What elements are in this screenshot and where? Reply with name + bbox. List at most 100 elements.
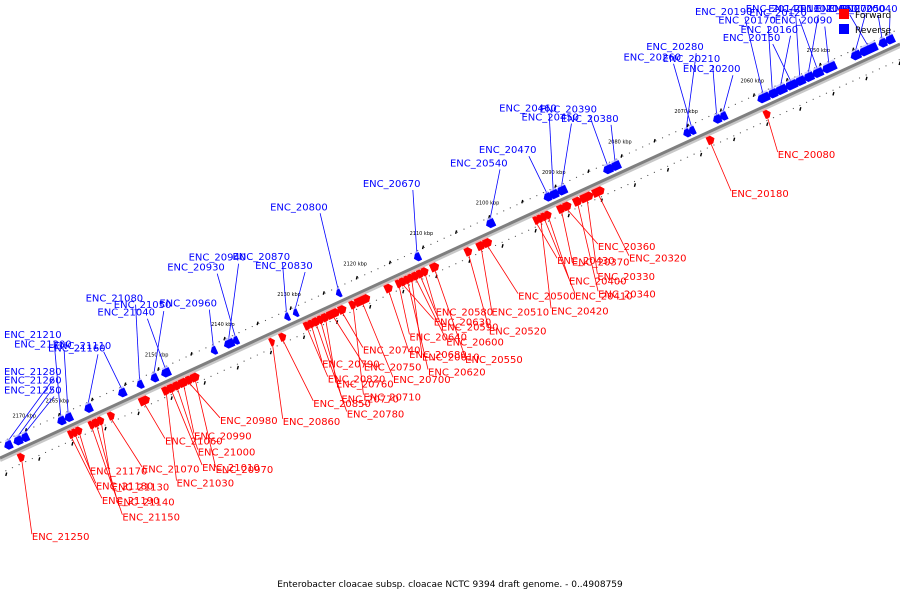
scale-tick: [699, 152, 703, 157]
scale-dot: [377, 268, 379, 270]
gene-enc-21260: [13, 435, 24, 446]
scale-dot: [799, 104, 801, 107]
scale-tick: [865, 76, 868, 81]
legend-reverse-label: Reverse: [855, 26, 892, 36]
label-leader: [282, 262, 287, 314]
label-leader: [610, 124, 616, 162]
scale-label: 2120 kbp: [343, 261, 367, 267]
label-leader: [195, 381, 216, 468]
label-leader: [21, 461, 33, 535]
gene-label: ENC_21050: [114, 300, 172, 311]
scale-tick: [38, 457, 41, 461]
gene-enc-21250: [20, 432, 31, 443]
gene-enc-20120: [812, 66, 825, 79]
label-leader: [53, 340, 62, 417]
scale-tick: [190, 351, 193, 356]
label-leader: [824, 26, 830, 64]
gene-enc-20930: [232, 335, 241, 345]
gene-shade: [16, 451, 21, 455]
scale-dot: [728, 106, 730, 108]
scale-dot: [542, 192, 545, 194]
label-leader: [319, 213, 339, 290]
gene-shade: [775, 82, 785, 88]
scale-dot: [680, 159, 682, 161]
gene-shade: [86, 419, 91, 423]
label-leader: [561, 212, 573, 260]
scale-dot: [422, 278, 424, 280]
gene-enc-20400: [543, 210, 552, 220]
scale-dot: [125, 383, 128, 385]
gene-shade: [211, 344, 215, 348]
scale-dot: [695, 122, 697, 124]
scale-dot: [792, 107, 794, 110]
gene-shade: [277, 331, 282, 335]
scale-dot: [580, 205, 583, 207]
scale-dot: [442, 269, 444, 271]
gene-label: ENC_20320: [629, 254, 687, 265]
gene-shade: [57, 413, 64, 418]
scale-tick: [302, 335, 306, 340]
scale-tick: [633, 183, 637, 187]
label-leader: [420, 277, 442, 325]
scale-dot: [276, 345, 278, 347]
gene-shade: [65, 410, 71, 415]
scale-dot: [157, 400, 159, 402]
scale-dot: [84, 433, 86, 435]
label-leader: [282, 340, 314, 402]
gene-shade: [768, 86, 776, 91]
gene-shade: [14, 433, 21, 438]
label-leader: [189, 383, 221, 419]
scale-dot: [885, 65, 887, 67]
scale-tick: [587, 169, 590, 174]
label-leader: [481, 249, 492, 310]
scale-label: 2140 kbp: [211, 322, 235, 328]
gene-shade: [859, 40, 876, 49]
gene-enc-20860: [268, 337, 275, 347]
label-leader: [96, 426, 118, 500]
label-leader: [388, 292, 410, 353]
scale-dot: [508, 238, 510, 240]
gene-shade: [683, 126, 688, 130]
label-leader: [561, 123, 572, 187]
scale-dot: [747, 97, 750, 99]
gene-shade: [761, 108, 766, 112]
gene-label: ENC_20540: [450, 158, 508, 169]
gene-label: ENC_20800: [270, 202, 328, 213]
scale-dot: [865, 74, 867, 76]
gene-label: ENC_21170: [90, 467, 148, 478]
scale-dot: [291, 307, 293, 309]
gene-shade: [481, 236, 488, 241]
scale-dot: [779, 113, 781, 116]
label-leader: [17, 386, 55, 437]
scale-label: 2170 kbp: [13, 414, 37, 420]
gene-enc-20170: [767, 87, 779, 99]
scale-dot: [614, 190, 616, 192]
gene-label: ENC_20680: [409, 350, 467, 361]
scale-dot: [847, 51, 849, 54]
scale-dot: [18, 464, 20, 466]
gene-label: ENC_20590: [441, 323, 499, 334]
scale-dot: [567, 211, 569, 213]
scale-dot: [44, 451, 47, 454]
scale-tick: [203, 381, 206, 385]
gene-label: ENC_20630: [434, 317, 492, 328]
scale-dot: [210, 375, 212, 377]
scale-dot: [483, 219, 485, 221]
gene-enc-20060: [859, 41, 879, 57]
gene-enc-20800: [335, 288, 343, 298]
scale-dot: [132, 380, 134, 382]
gene-shade: [84, 401, 91, 406]
scale-label: 2110 kbp: [410, 231, 434, 237]
scale-dot: [72, 408, 75, 410]
scale-dot: [628, 152, 631, 154]
label-leader: [79, 434, 91, 469]
label-leader: [489, 169, 501, 220]
scale-tick: [534, 228, 537, 233]
scale-dot: [39, 423, 42, 425]
gene-label: ENC_20500: [518, 292, 576, 303]
gene-enc-20190: [757, 91, 771, 104]
gene-shade: [878, 36, 885, 41]
label-leader: [71, 437, 103, 499]
scale-label: 2050 kbp: [807, 48, 831, 54]
gene-shade: [151, 371, 156, 375]
